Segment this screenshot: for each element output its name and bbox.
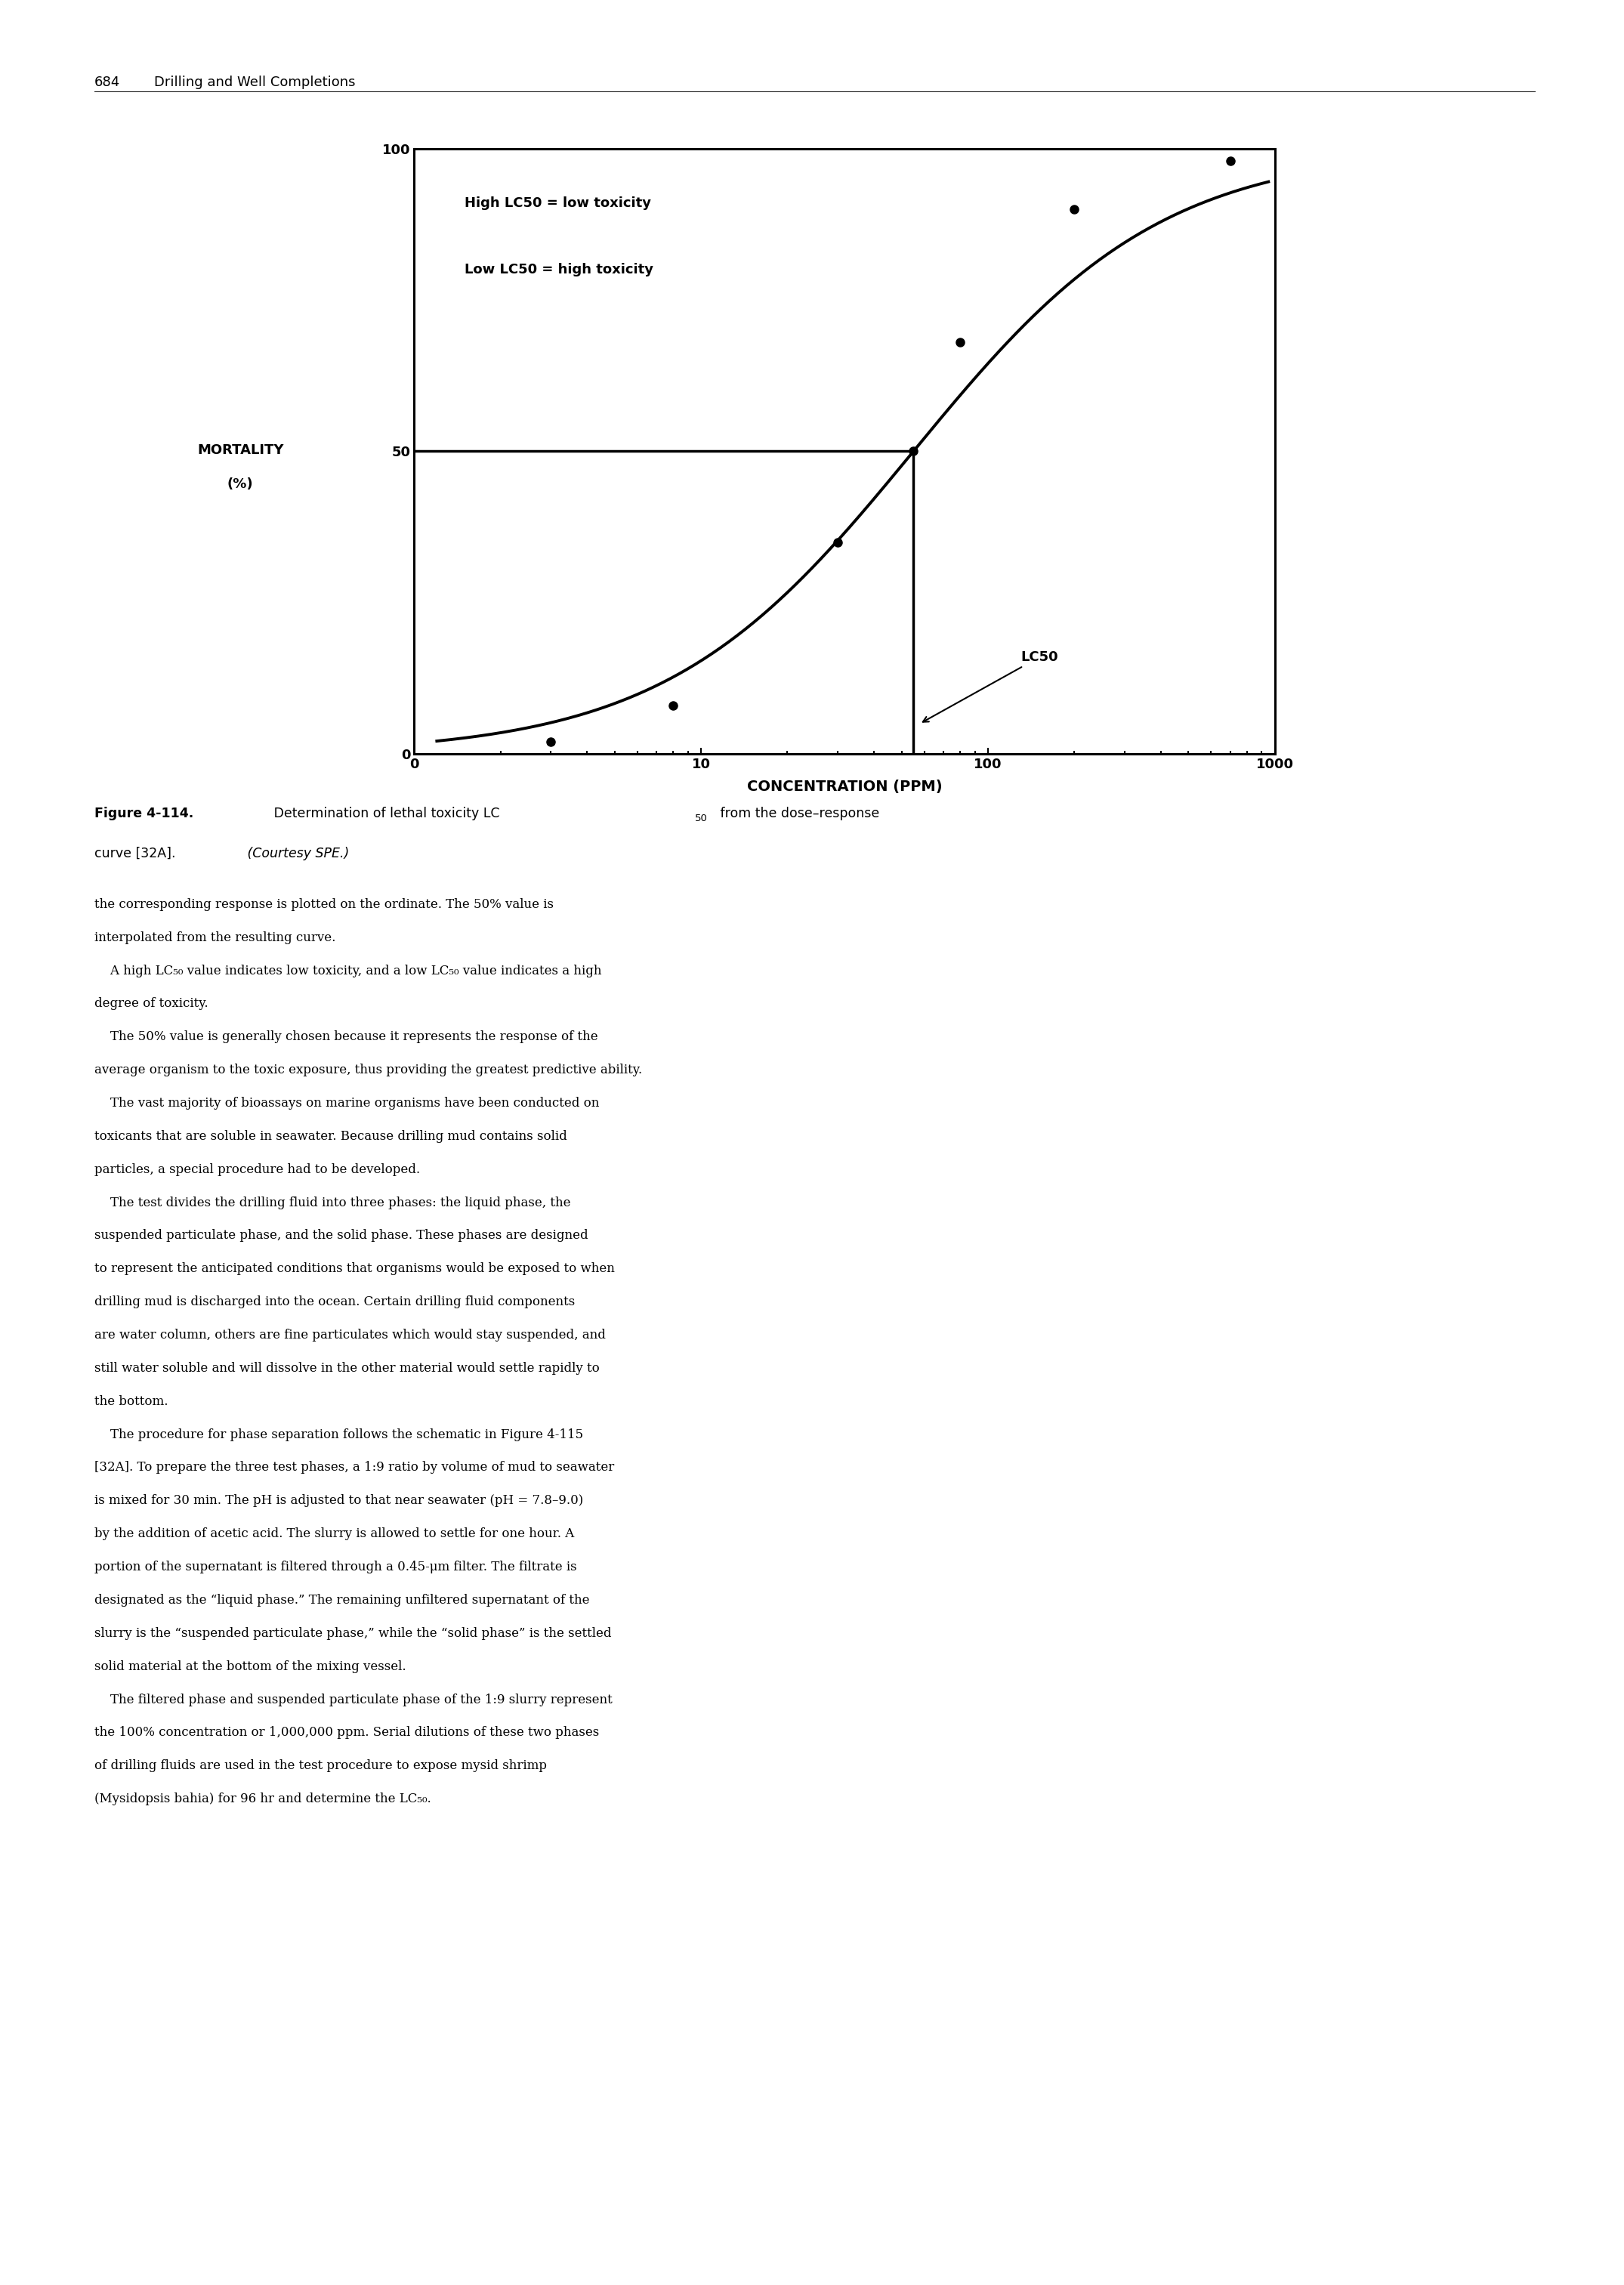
Text: still water soluble and will dissolve in the other material would settle rapidly: still water soluble and will dissolve in… bbox=[94, 1362, 599, 1376]
Text: by the addition of acetic acid. The slurry is allowed to settle for one hour. A: by the addition of acetic acid. The slur… bbox=[94, 1526, 573, 1540]
Text: suspended particulate phase, and the solid phase. These phases are designed: suspended particulate phase, and the sol… bbox=[94, 1229, 588, 1243]
Text: MORTALITY: MORTALITY bbox=[197, 443, 284, 457]
Text: 684: 684 bbox=[94, 75, 120, 89]
Text: to represent the anticipated conditions that organisms would be exposed to when: to represent the anticipated conditions … bbox=[94, 1261, 614, 1275]
Text: slurry is the “suspended particulate phase,” while the “solid phase” is the sett: slurry is the “suspended particulate pha… bbox=[94, 1627, 611, 1641]
Text: are water column, others are fine particulates which would stay suspended, and: are water column, others are fine partic… bbox=[94, 1330, 606, 1341]
Text: Low LC50 = high toxicity: Low LC50 = high toxicity bbox=[464, 263, 653, 276]
Text: designated as the “liquid phase.” The remaining unfiltered supernatant of the: designated as the “liquid phase.” The re… bbox=[94, 1595, 590, 1606]
Text: curve [32A].: curve [32A]. bbox=[94, 845, 175, 859]
Text: The procedure for phase separation follows the schematic in Figure 4-115: The procedure for phase separation follo… bbox=[94, 1428, 583, 1442]
Text: The vast majority of bioassays on marine organisms have been conducted on: The vast majority of bioassays on marine… bbox=[94, 1097, 599, 1111]
X-axis label: CONCENTRATION (PPM): CONCENTRATION (PPM) bbox=[747, 779, 942, 795]
Text: Drilling and Well Completions: Drilling and Well Completions bbox=[154, 75, 356, 89]
Text: Figure 4-114.: Figure 4-114. bbox=[94, 807, 193, 820]
Text: LC50: LC50 bbox=[922, 651, 1059, 722]
Text: is mixed for 30 min. The pH is adjusted to that near seawater (pH = 7.8–9.0): is mixed for 30 min. The pH is adjusted … bbox=[94, 1494, 583, 1508]
Text: the corresponding response is plotted on the ordinate. The 50% value is: the corresponding response is plotted on… bbox=[94, 898, 554, 912]
Text: Determination of lethal toxicity LC: Determination of lethal toxicity LC bbox=[270, 807, 500, 820]
Text: (Mysidopsis bahia) for 96 hr and determine the LC₅₀.: (Mysidopsis bahia) for 96 hr and determi… bbox=[94, 1791, 430, 1805]
Text: the bottom.: the bottom. bbox=[94, 1394, 167, 1408]
Text: The test divides the drilling fluid into three phases: the liquid phase, the: The test divides the drilling fluid into… bbox=[94, 1197, 570, 1209]
Text: drilling mud is discharged into the ocean. Certain drilling fluid components: drilling mud is discharged into the ocea… bbox=[94, 1296, 575, 1309]
Text: particles, a special procedure had to be developed.: particles, a special procedure had to be… bbox=[94, 1163, 421, 1177]
Text: toxicants that are soluble in seawater. Because drilling mud contains solid: toxicants that are soluble in seawater. … bbox=[94, 1131, 567, 1142]
Text: (Courtesy SPE.): (Courtesy SPE.) bbox=[244, 845, 349, 859]
Text: The 50% value is generally chosen because it represents the response of the: The 50% value is generally chosen becaus… bbox=[94, 1031, 598, 1044]
Text: High LC50 = low toxicity: High LC50 = low toxicity bbox=[464, 197, 651, 210]
Text: (%): (%) bbox=[227, 478, 253, 491]
Text: [32A]. To prepare the three test phases, a 1:9 ratio by volume of mud to seawate: [32A]. To prepare the three test phases,… bbox=[94, 1462, 614, 1474]
Text: A high LC₅₀ value indicates low toxicity, and a low LC₅₀ value indicates a high: A high LC₅₀ value indicates low toxicity… bbox=[94, 964, 601, 978]
Text: solid material at the bottom of the mixing vessel.: solid material at the bottom of the mixi… bbox=[94, 1659, 406, 1673]
Text: from the dose–response: from the dose–response bbox=[716, 807, 880, 820]
Text: interpolated from the resulting curve.: interpolated from the resulting curve. bbox=[94, 932, 336, 944]
Text: the 100% concentration or 1,000,000 ppm. Serial dilutions of these two phases: the 100% concentration or 1,000,000 ppm.… bbox=[94, 1727, 599, 1739]
Text: of drilling fluids are used in the test procedure to expose mysid shrimp: of drilling fluids are used in the test … bbox=[94, 1759, 547, 1773]
Text: degree of toxicity.: degree of toxicity. bbox=[94, 996, 208, 1010]
Text: average organism to the toxic exposure, thus providing the greatest predictive a: average organism to the toxic exposure, … bbox=[94, 1065, 641, 1076]
Text: The filtered phase and suspended particulate phase of the 1:9 slurry represent: The filtered phase and suspended particu… bbox=[94, 1693, 612, 1707]
Text: portion of the supernatant is filtered through a 0.45-μm filter. The filtrate is: portion of the supernatant is filtered t… bbox=[94, 1561, 577, 1574]
Text: 50: 50 bbox=[695, 813, 708, 823]
